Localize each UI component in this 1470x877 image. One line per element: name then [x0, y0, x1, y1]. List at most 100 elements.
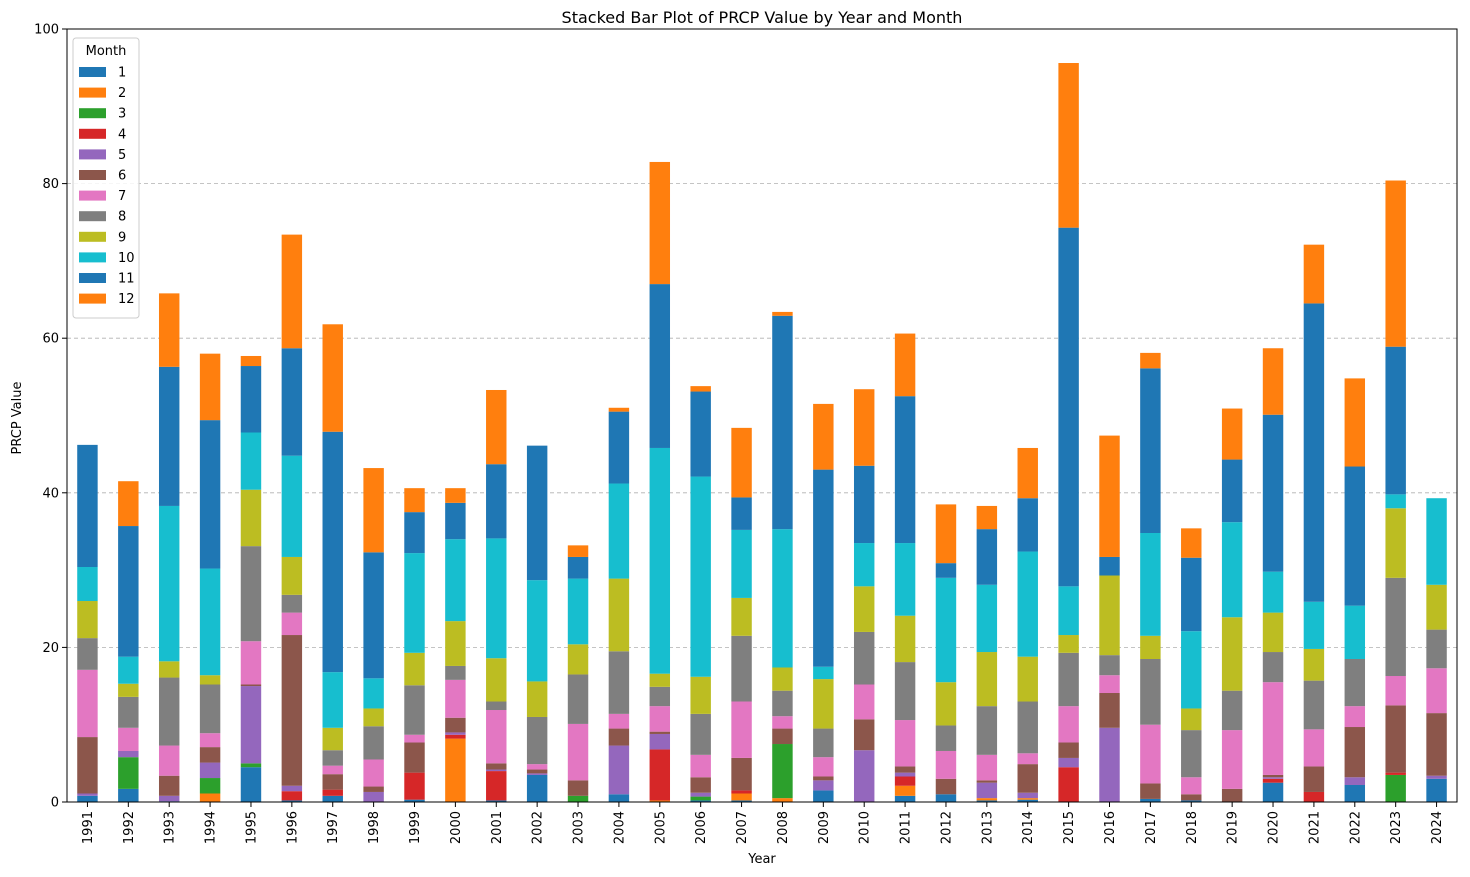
bar-segment-2000-month-6 — [445, 717, 466, 733]
legend-label-2: 2 — [118, 86, 126, 101]
bar-segment-1992-month-9 — [118, 683, 139, 697]
bar-segment-1999-month-7 — [404, 734, 425, 743]
bar-segment-1993-month-9 — [158, 661, 180, 678]
bar-segment-2022-month-8 — [1344, 658, 1366, 707]
y-tick-label: 100 — [34, 23, 59, 38]
bar-segment-1996-month-12 — [281, 234, 303, 349]
bar-segment-2023-month-12 — [1385, 180, 1406, 347]
bar-segment-2003-month-8 — [567, 674, 589, 724]
bar-segment-1994-month-3 — [199, 778, 221, 794]
bar-segment-2020-month-12 — [1262, 348, 1284, 415]
bar-segment-1997-month-8 — [322, 750, 343, 766]
bar-segment-2000-month-5 — [445, 732, 466, 735]
bar-segment-2021-month-7 — [1303, 729, 1325, 767]
bar-segment-1998-month-10 — [363, 678, 384, 709]
x-tick-label: 2019 — [1226, 811, 1241, 844]
bar-segment-1991-month-8 — [77, 638, 98, 670]
bar-segment-1994-month-5 — [199, 762, 221, 779]
bar-segment-2020-month-11 — [1262, 414, 1284, 572]
bar-segment-2000-month-7 — [445, 679, 466, 718]
bar-segment-1999-month-1 — [404, 799, 425, 802]
legend-label-5: 5 — [118, 148, 126, 163]
x-tick-label: 2015 — [1062, 811, 1077, 844]
bar-segment-2011-month-1 — [894, 795, 916, 802]
bar-segment-1997-month-9 — [322, 727, 343, 751]
bar-segment-1995-month-7 — [240, 641, 262, 685]
bar-segment-2023-month-6 — [1385, 705, 1406, 773]
bar-segment-2017-month-9 — [1140, 635, 1161, 659]
bar-segment-2007-month-4 — [731, 790, 752, 794]
bar-segment-2024-month-9 — [1426, 584, 1447, 630]
bar-segment-2018-month-9 — [1181, 708, 1202, 731]
bar-segment-1993-month-10 — [158, 505, 180, 662]
bar-segment-2013-month-6 — [976, 780, 998, 783]
bar-segment-2021-month-4 — [1303, 791, 1325, 802]
bar-segment-2016-month-11 — [1099, 556, 1120, 576]
bar-segment-2015-month-10 — [1058, 586, 1079, 636]
bar-segment-2018-month-6 — [1181, 794, 1202, 801]
bar-segment-1999-month-11 — [404, 512, 425, 554]
bar-segment-2007-month-9 — [731, 597, 752, 636]
bar-segment-2000-month-4 — [445, 734, 466, 739]
bar-segment-1994-month-10 — [199, 568, 221, 676]
bar-segment-2009-month-9 — [813, 679, 834, 729]
bar-segment-2020-month-1 — [1262, 782, 1284, 802]
bar-segment-1992-month-8 — [118, 696, 139, 728]
bar-segment-2022-month-6 — [1344, 727, 1366, 778]
x-tick-label: 2018 — [1185, 811, 1200, 844]
bar-segment-2008-month-8 — [772, 690, 793, 717]
bar-segment-2018-month-8 — [1181, 730, 1202, 778]
bar-segment-2012-month-12 — [935, 504, 957, 564]
bar-segment-2002-month-11 — [526, 445, 548, 581]
bar-segment-2024-month-7 — [1426, 668, 1447, 714]
bar-segment-2018-month-1 — [1181, 800, 1202, 802]
bar-segment-2006-month-8 — [690, 713, 711, 755]
bar-segment-2023-month-10 — [1385, 494, 1406, 509]
bar-segment-2019-month-7 — [1221, 730, 1243, 789]
bar-segment-2005-month-6 — [649, 731, 671, 734]
bar-segment-2017-month-6 — [1140, 783, 1161, 799]
bar-segment-2013-month-7 — [976, 754, 998, 781]
x-tick-label: 2023 — [1389, 811, 1404, 844]
x-tick-label: 2002 — [531, 811, 546, 844]
y-axis-label: PRCP Value — [10, 382, 25, 455]
bar-segment-2011-month-12 — [894, 333, 916, 397]
y-tick-label: 40 — [42, 486, 59, 501]
bar-segment-2012-month-1 — [935, 794, 957, 802]
bar-segment-2000-month-10 — [445, 539, 466, 622]
bar-segment-2015-month-6 — [1058, 742, 1079, 758]
bar-segment-2016-month-7 — [1099, 675, 1120, 694]
bar-segment-2016-month-9 — [1099, 575, 1120, 656]
bar-segment-2014-month-5 — [1017, 792, 1038, 799]
bar-segment-1993-month-7 — [158, 745, 180, 776]
bar-segment-1996-month-10 — [281, 455, 303, 557]
legend-swatch-6 — [79, 170, 106, 180]
bar-segment-2003-month-10 — [567, 578, 589, 645]
bar-segment-1998-month-8 — [363, 726, 384, 760]
bar-segment-2003-month-6 — [567, 780, 589, 796]
bar-segment-1992-month-5 — [118, 750, 139, 758]
bar-segment-2024-month-6 — [1426, 713, 1447, 776]
bar-segment-2009-month-8 — [813, 728, 834, 758]
legend-swatch-9 — [79, 231, 106, 242]
x-axis-label: Year — [747, 852, 776, 867]
bar-segment-2006-month-3 — [690, 796, 711, 801]
x-tick-label: 2010 — [858, 811, 873, 844]
bar-segment-2003-month-11 — [567, 556, 589, 579]
bar-segment-2002-month-6 — [526, 769, 548, 774]
bar-segment-2020-month-8 — [1262, 652, 1284, 683]
bar-segment-2017-month-11 — [1140, 368, 1161, 533]
bar-segment-2014-month-12 — [1017, 447, 1038, 499]
bar-segment-1991-month-10 — [77, 567, 98, 602]
bar-segment-2005-month-2 — [649, 800, 671, 802]
bar-segment-2017-month-10 — [1140, 532, 1161, 636]
x-tick-label: 2006 — [694, 811, 709, 844]
bars — [77, 63, 1447, 802]
bar-segment-2006-month-6 — [690, 777, 711, 793]
bar-segment-2015-month-8 — [1058, 652, 1079, 707]
bar-segment-1992-month-3 — [118, 757, 139, 789]
bar-segment-2005-month-4 — [649, 749, 671, 801]
bar-segment-2002-month-1 — [526, 774, 548, 802]
bar-segment-2023-month-7 — [1385, 676, 1406, 706]
